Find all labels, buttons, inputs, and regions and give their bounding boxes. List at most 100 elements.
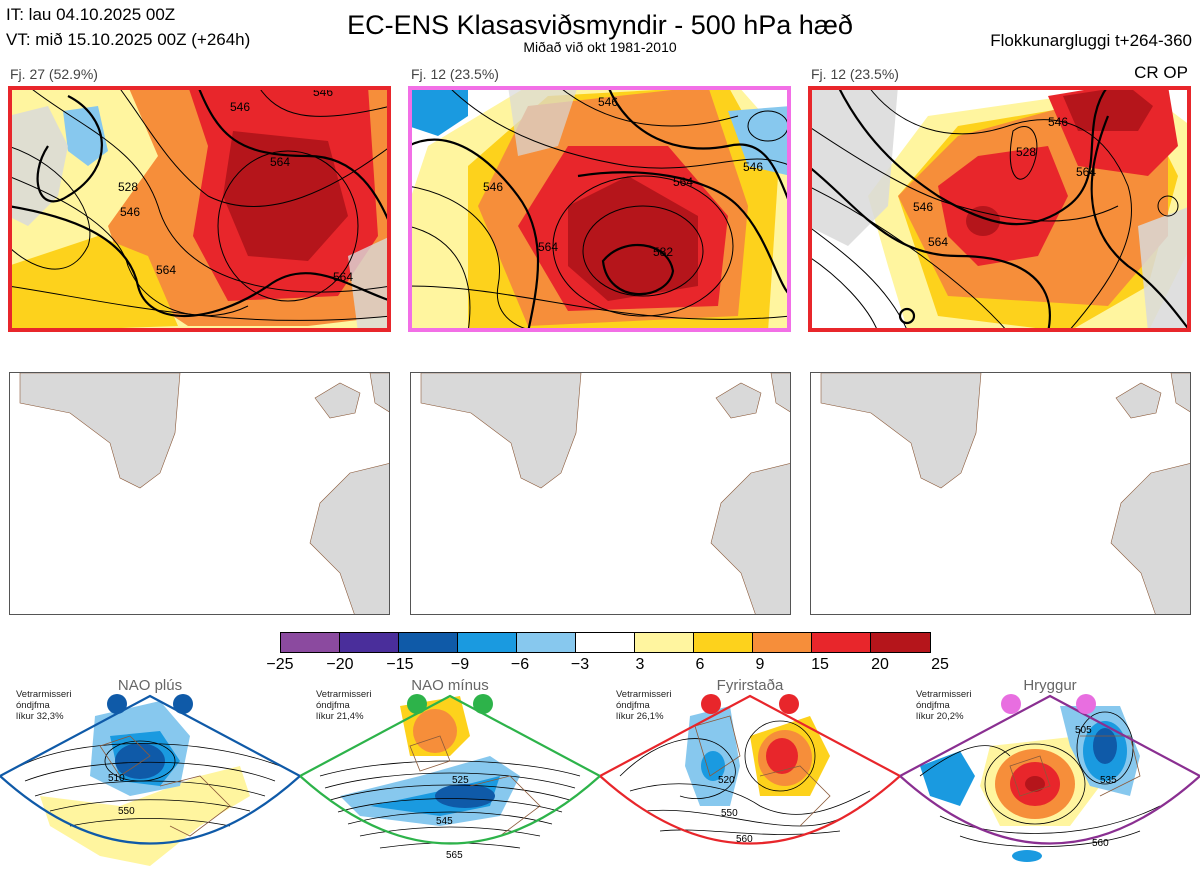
- panel-label-3: Fj. 12 (23.5%): [811, 66, 899, 82]
- contour-label: 564: [156, 263, 176, 277]
- contour-label: 564: [673, 175, 693, 189]
- regime-title: NAO plús: [117, 677, 183, 694]
- regime-title: NAO mínus: [411, 677, 489, 694]
- regime-nao-minus: 525 545 565 NAO mínus Vetrarmisseri óndj…: [300, 676, 600, 871]
- regime-marker-dot: [701, 694, 721, 714]
- contour-label: 528: [118, 180, 138, 194]
- anomaly-field-darkred-ne: [1063, 86, 1153, 131]
- land-europe: [348, 236, 391, 332]
- contour-label: 564: [928, 235, 948, 249]
- anomaly-field-darkred: [1025, 776, 1045, 792]
- basemap-panel-2: [410, 372, 791, 615]
- anomaly-field-blue-dark: [435, 784, 495, 808]
- cluster-map-2: 546 564 546 564 582 546: [408, 86, 791, 332]
- colorbar-swatch: [635, 633, 694, 652]
- land-europe: [710, 463, 790, 614]
- land-greenland: [508, 86, 578, 156]
- anomaly-field-orange: [413, 709, 457, 753]
- regime-note: Vetrarmisseri óndjfma líkur 26,1%: [616, 689, 672, 722]
- contour-label: 564: [538, 240, 558, 254]
- land-greenland: [19, 373, 181, 489]
- colorbar-tick: −20: [326, 656, 354, 673]
- panel-frame: [8, 86, 391, 332]
- colorbar-swatch: [517, 633, 576, 652]
- land-iceland: [314, 382, 361, 419]
- regime-nao-plus: 510 550 NAO plús Vetrarmisseri óndjfma l…: [0, 676, 300, 871]
- land-greenland: [808, 86, 898, 246]
- land-greenland: [820, 373, 982, 489]
- regime-marker-dot: [107, 694, 127, 714]
- anomaly-field-red: [766, 738, 798, 774]
- land-scandinavia: [1170, 373, 1190, 413]
- anomaly-field-blue-dark: [115, 743, 165, 779]
- contour-label: 520: [718, 775, 735, 786]
- regime-note: Vetrarmisseri óndjfma líkur 20,2%: [916, 689, 972, 722]
- contour-label: 564: [1076, 165, 1096, 179]
- contour-label: 546: [1048, 115, 1068, 129]
- anomaly-field-blue-west: [920, 751, 975, 806]
- regime-marker-dot: [779, 694, 799, 714]
- colorbar-tick: −9: [450, 656, 470, 673]
- colorbar-tick: 20: [871, 656, 889, 673]
- anomaly-field-blue: [701, 751, 725, 781]
- contour-label: 564: [270, 155, 290, 169]
- cluster-map-1: 564 546 564 546 528 564 546: [8, 86, 391, 332]
- contour-label: 565: [446, 850, 463, 861]
- anomaly-field-blue-west: [408, 86, 468, 136]
- regime-marker-dot: [1001, 694, 1021, 714]
- page-title: EC-ENS Klasasviðsmyndir - 500 hPa hæð: [347, 10, 853, 40]
- contour-label: 528: [1016, 145, 1036, 159]
- land-europe: [309, 463, 389, 614]
- anomaly-field-blue-south: [1012, 850, 1042, 862]
- contour-label: 550: [118, 806, 135, 817]
- colorbar-tick: −6: [510, 656, 530, 673]
- colorbar-tick: −3: [570, 656, 590, 673]
- regime-marker-dot: [173, 694, 193, 714]
- contour-label: 546: [230, 100, 250, 114]
- contour-label: 505: [1075, 725, 1092, 736]
- colorbar-tick: 25: [931, 656, 949, 673]
- colorbar: [280, 632, 931, 653]
- colorbar-swatch: [281, 633, 340, 652]
- contour-label: 560: [736, 834, 753, 845]
- colorbar-swatch: [399, 633, 458, 652]
- panel-frame: [808, 86, 1191, 332]
- contour-label: 546: [120, 205, 140, 219]
- land-europe: [1110, 463, 1190, 614]
- contour-label: 582: [653, 245, 673, 259]
- anomaly-field-red: [938, 146, 1068, 266]
- regime-ridge: 505 535 560 Hryggur Vetrarmisseri óndjfm…: [900, 676, 1200, 871]
- land-iceland: [1115, 382, 1162, 419]
- contour-label: 546: [743, 160, 763, 174]
- contour-label: 546: [598, 95, 618, 109]
- anomaly-field-blue-east: [728, 106, 791, 176]
- contour-label: 535: [1100, 775, 1117, 786]
- contour-label: 564: [333, 270, 353, 284]
- panel-tag-cr-op: CR OP: [1134, 63, 1188, 82]
- contour-label: 545: [436, 816, 453, 827]
- regime-note: Vetrarmisseri óndjfma líkur 21,4%: [316, 689, 372, 722]
- regime-title: Fyrirstaða: [716, 677, 784, 694]
- land-europe: [1138, 206, 1191, 332]
- basemap-panel-3: [810, 372, 1191, 615]
- regime-marker-dot: [1076, 694, 1096, 714]
- cluster-map-3: 546 528 564 546 564: [808, 86, 1191, 332]
- land-scandinavia: [770, 373, 790, 413]
- contour-label: 546: [483, 180, 503, 194]
- anomaly-field-darkred: [568, 176, 698, 301]
- land-iceland: [715, 382, 762, 419]
- initial-time: IT: lau 04.10.2025 00Z: [6, 5, 176, 24]
- regime-title: Hryggur: [1023, 677, 1077, 694]
- colorbar-tick: −15: [386, 656, 414, 673]
- colorbar-tick: 6: [695, 656, 705, 673]
- classification-window: Flokkunargluggi t+264-360: [990, 31, 1192, 50]
- land-greenland: [420, 373, 582, 489]
- land-scandinavia: [369, 373, 389, 413]
- anomaly-field-blue: [63, 106, 108, 166]
- anomaly-field-yellow-dark: [8, 236, 178, 332]
- contour-label: 550: [721, 808, 738, 819]
- basemap-panel-1: [9, 372, 390, 615]
- contour-label: 560: [1092, 838, 1109, 849]
- regime-blocking: 520 550 560 Fyrirstaða Vetrarmisseri ónd…: [600, 676, 900, 871]
- regime-frame: [0, 694, 300, 845]
